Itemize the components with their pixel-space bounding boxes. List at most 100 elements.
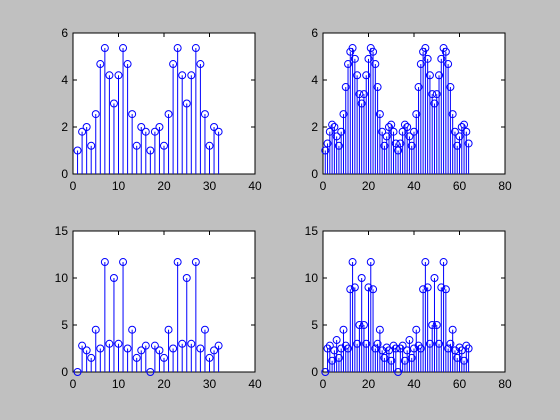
stem-marker xyxy=(164,325,173,334)
stem-marker xyxy=(435,339,444,348)
stem-marker xyxy=(430,99,439,108)
stem-marker xyxy=(334,353,343,362)
stem-marker xyxy=(410,127,418,136)
stem-marker xyxy=(464,139,473,148)
stem-marker xyxy=(407,141,416,150)
x-tick-label: 0 xyxy=(320,377,327,391)
stem-marker xyxy=(464,344,473,353)
stem-marker xyxy=(350,283,359,292)
y-tick-label: 2 xyxy=(61,120,68,134)
stem-marker xyxy=(423,283,432,292)
stem-marker xyxy=(119,44,128,53)
stem-marker xyxy=(387,356,396,365)
stem-marker xyxy=(391,344,400,353)
stem-marker xyxy=(137,346,146,355)
stem-marker xyxy=(146,146,155,155)
stem-marker xyxy=(405,132,414,141)
stem-marker xyxy=(375,325,384,334)
stem-marker xyxy=(423,54,432,63)
stem-marker xyxy=(91,110,100,119)
stem-marker xyxy=(205,141,214,150)
stem-marker xyxy=(128,325,137,334)
stem-marker xyxy=(109,274,118,282)
stem-marker xyxy=(398,127,407,136)
stem-marker xyxy=(362,71,371,80)
y-tick-label: 15 xyxy=(55,224,69,238)
stem-marker xyxy=(146,368,155,376)
stem-marker xyxy=(325,341,334,350)
stem-marker xyxy=(437,283,446,292)
stem-marker xyxy=(155,346,164,355)
stem-marker xyxy=(373,339,382,348)
stem-marker xyxy=(441,47,450,56)
stem-marker xyxy=(339,110,348,119)
stem-marker xyxy=(325,127,334,136)
stem-marker xyxy=(416,344,425,353)
stem-marker xyxy=(173,258,182,267)
stem-marker xyxy=(412,110,421,119)
y-tick-label: 6 xyxy=(61,26,68,40)
stem-marker xyxy=(364,54,373,63)
stem-marker xyxy=(119,258,128,267)
stem-marker xyxy=(430,274,439,282)
stem-marker xyxy=(432,321,441,329)
stem-marker xyxy=(369,47,378,56)
x-tick-label: 80 xyxy=(498,377,512,391)
stem-marker xyxy=(328,120,337,129)
stem-marker xyxy=(357,99,366,108)
stem-marker xyxy=(425,339,434,348)
stem-marker xyxy=(205,353,214,362)
x-tick-label: 0 xyxy=(70,179,77,193)
stem-marker xyxy=(387,120,396,129)
x-tick-label: 20 xyxy=(157,179,171,193)
y-tick-label: 4 xyxy=(311,73,318,87)
stem-marker xyxy=(87,141,96,150)
stem-marker xyxy=(164,110,173,119)
stem-marker xyxy=(141,127,150,136)
stem-marker xyxy=(382,132,391,141)
stem-marker xyxy=(414,341,423,350)
stem-marker xyxy=(369,285,378,294)
y-tick-label: 0 xyxy=(311,365,318,379)
stem-marker xyxy=(350,54,359,63)
stem-marker xyxy=(182,274,191,282)
stem-marker xyxy=(375,110,384,119)
stem-marker xyxy=(173,44,182,53)
stem-marker xyxy=(428,321,437,329)
stem-marker xyxy=(114,339,123,348)
stem-marker xyxy=(457,123,466,131)
stem-marker xyxy=(446,83,455,92)
stem-marker xyxy=(412,325,421,334)
y-tick-label: 2 xyxy=(311,120,318,134)
stem-marker xyxy=(391,139,400,148)
y-tick-label: 10 xyxy=(55,271,69,285)
stem-marker xyxy=(330,123,339,131)
x-tick-label: 30 xyxy=(203,377,217,391)
stem-marker xyxy=(389,341,398,350)
stem-marker xyxy=(462,341,471,350)
stem-marker xyxy=(344,344,353,353)
stem-marker xyxy=(394,368,403,376)
stem-marker xyxy=(123,60,132,69)
stem-marker xyxy=(210,346,219,355)
stem-marker xyxy=(353,71,362,80)
stem-marker xyxy=(346,285,355,294)
stem-marker xyxy=(421,44,430,53)
stem-marker xyxy=(425,71,434,80)
stem-marker xyxy=(109,99,118,108)
y-tick-label: 0 xyxy=(61,167,68,181)
stem-marker xyxy=(380,353,389,362)
stem-marker xyxy=(187,71,196,80)
x-tick-label: 0 xyxy=(70,377,77,391)
stem-marker xyxy=(78,127,87,136)
stem-marker xyxy=(96,344,105,353)
stem-marker xyxy=(128,110,137,119)
stem-marker xyxy=(444,60,453,69)
stem-marker xyxy=(460,120,469,129)
stem-marker xyxy=(407,353,416,362)
stem-marker xyxy=(137,123,146,131)
stem-marker xyxy=(332,132,341,141)
stem-marker xyxy=(448,325,457,334)
x-tick-label: 40 xyxy=(407,377,421,391)
